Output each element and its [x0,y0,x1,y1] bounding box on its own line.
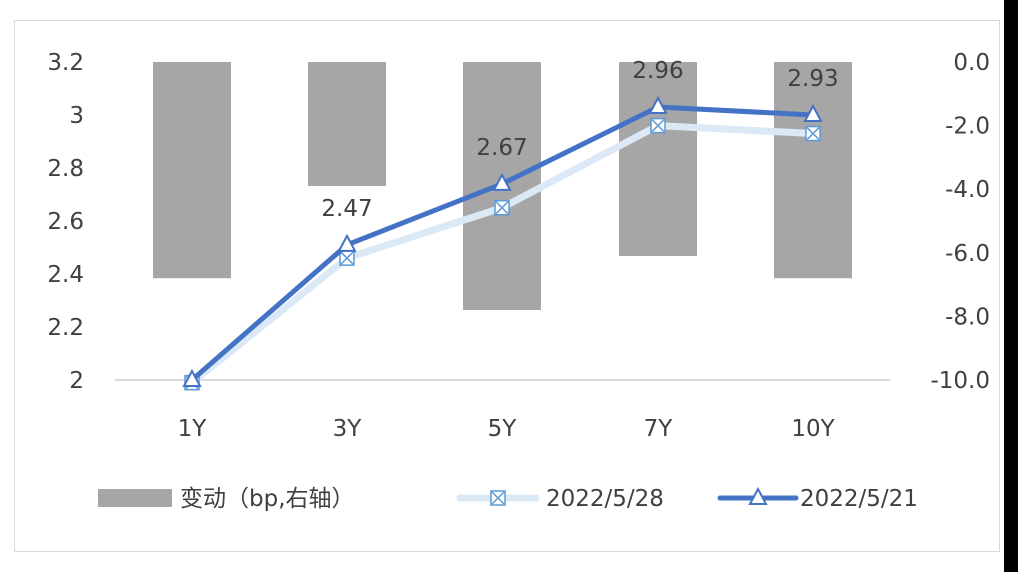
legend-swatch-bar [98,489,172,507]
left-tick-label: 3 [69,103,84,129]
legend: 变动（bp,右轴） 2022/5/28 2022/5/21 [98,486,918,512]
x-tick-label: 3Y [333,416,363,442]
marker-2022/5/21-10Y [803,103,823,122]
data-label: 2.67 [476,135,527,161]
marker-cross-b [495,201,509,215]
left-tick-label: 3.2 [47,50,84,76]
left-tick-label: 2 [69,368,84,394]
x-tick-label: 1Y [178,416,208,442]
data-labels: 2.47 2.67 2.96 2.93 [321,58,838,222]
marker-2022/5/28-5Y [494,200,510,216]
right-tick-label: 0.0 [953,50,990,76]
bar-1Y [153,62,231,279]
legend-label-line-2: 2022/5/21 [800,486,918,512]
marker-2022/5/21-1Y [182,368,202,387]
bar-7Y [619,62,697,256]
marker-cross-b [806,127,820,141]
right-tick-label: -10.0 [930,368,990,394]
bar-10Y [774,62,852,279]
right-tick-label: -2.0 [945,114,990,140]
line-series [182,95,823,391]
x-tick-label: 7Y [644,416,674,442]
right-tick-label: -8.0 [945,304,990,330]
data-label: 2.47 [321,196,372,222]
left-tick-label: 2.2 [47,315,84,341]
left-tick-label: 2.6 [47,209,84,235]
x-tick-label: 10Y [791,416,835,442]
window-edge [1004,0,1018,572]
right-tick-label: -6.0 [945,241,990,267]
left-axis-ticks: 2 2.2 2.4 2.6 2.8 3 3.2 [47,50,84,394]
legend-marker-1-b [491,491,505,505]
marker-2022/5/21-7Y [648,95,668,115]
marker-2022/5/21-5Y [492,172,512,191]
x-tick-label: 5Y [488,416,518,442]
x-axis-ticks: 1Y 3Y 5Y 7Y 10Y [178,416,836,442]
left-tick-label: 2.8 [47,156,84,182]
marker-cross-b [340,251,354,265]
legend-label-line-1: 2022/5/28 [546,486,664,512]
legend-marker-2 [748,486,768,505]
marker-cross-b [651,119,665,133]
right-tick-label: -4.0 [945,177,990,203]
marker-2022/5/28-10Y [805,125,821,142]
right-axis-ticks: -10.0 -8.0 -6.0 -4.0 -2.0 0.0 [930,50,990,394]
data-label: 2.93 [787,66,838,92]
bar-3Y [308,62,386,187]
marker-2022/5/28-3Y [339,250,355,266]
left-tick-label: 2.4 [47,262,84,288]
legend-label-bar: 变动（bp,右轴） [180,486,355,512]
marker-2022/5/28-7Y [650,117,666,134]
data-label: 2.96 [632,58,683,84]
marker-2022/5/21-3Y [337,233,357,252]
